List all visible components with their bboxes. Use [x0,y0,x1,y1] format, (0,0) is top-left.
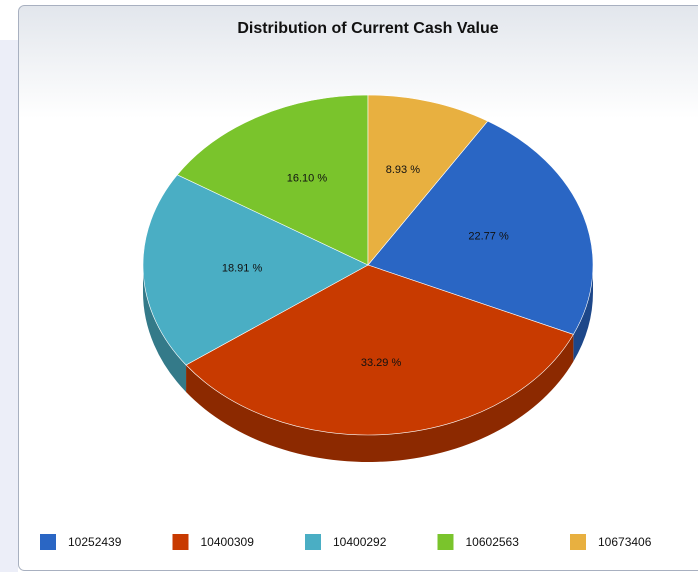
slice-side [143,265,187,393]
legend-label: 10602563 [466,535,520,549]
legend-swatch [305,534,321,550]
legend-swatch [437,534,454,550]
side-strip [0,40,18,572]
slice [367,94,489,266]
slice-label: 8.93 % [386,164,420,176]
slice-label: 33.29 % [361,357,402,369]
slice [367,120,594,335]
legend-swatch [40,534,56,550]
legend-swatch [570,534,586,550]
pie-sides [143,265,593,462]
slice [185,264,574,436]
slice [176,94,369,266]
legend-label: 10400309 [201,535,255,549]
slice-side [573,265,593,362]
slice-side [186,334,574,462]
legend-label: 10400292 [333,535,387,549]
chart-title: Distribution of Current Cash Value [237,20,498,37]
legend-label: 10673406 [598,535,652,549]
slice-label: 18.91 % [222,262,263,274]
slice-label: 16.10 % [287,173,328,185]
legend: 10252439 10400309 10400292 10602563 10673406 [40,534,652,550]
legend-label: 10252439 [68,535,122,549]
slice [142,174,369,366]
slice-label: 22.77 % [468,230,509,242]
legend-swatch [172,534,189,550]
pie-labels: 22.77 % 33.29 % 18.91 % 16.10 % 8.93 % [222,164,509,369]
pie-tops [142,94,594,436]
